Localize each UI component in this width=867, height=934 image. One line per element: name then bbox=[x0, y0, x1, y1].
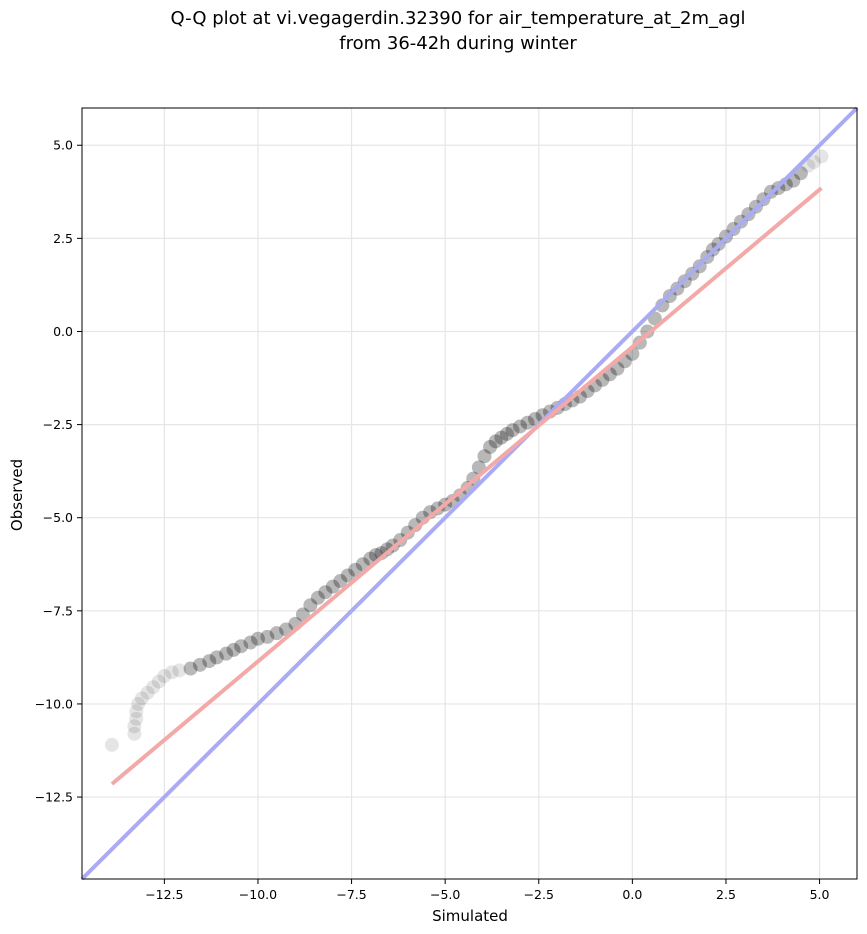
data-point bbox=[340, 568, 355, 583]
data-point bbox=[333, 574, 348, 589]
data-point bbox=[129, 711, 144, 726]
x-axis-label: Simulated bbox=[432, 907, 508, 925]
data-point bbox=[243, 635, 258, 650]
grid-lines bbox=[82, 108, 857, 879]
data-point bbox=[127, 719, 142, 734]
data-point bbox=[140, 685, 155, 700]
data-point bbox=[250, 631, 265, 646]
data-point bbox=[164, 665, 179, 680]
data-point bbox=[202, 654, 217, 669]
y-axis-ticks: −12.5 −10.0 −7.5 −5.0 −2.5 0.0 2.5 5.0 bbox=[35, 138, 82, 805]
x-tick-label: −5.0 bbox=[430, 887, 460, 902]
y-tick-label: 0.0 bbox=[53, 324, 73, 339]
x-tick-label: 5.0 bbox=[810, 887, 830, 902]
data-point bbox=[303, 598, 318, 613]
data-point bbox=[219, 646, 234, 661]
data-point bbox=[269, 626, 284, 641]
x-tick-label: −10.0 bbox=[239, 887, 277, 902]
data-point bbox=[209, 650, 224, 665]
plot-area bbox=[80, 106, 859, 881]
data-point bbox=[610, 361, 625, 376]
data-point bbox=[157, 669, 172, 684]
data-point bbox=[234, 639, 249, 654]
data-point bbox=[183, 661, 198, 676]
y-tick-label: 2.5 bbox=[53, 231, 73, 246]
y-tick-label: −7.5 bbox=[43, 603, 73, 618]
data-point bbox=[505, 423, 520, 438]
x-tick-label: 0.0 bbox=[622, 887, 642, 902]
data-point bbox=[131, 696, 146, 711]
x-tick-label: 2.5 bbox=[716, 887, 736, 902]
data-point bbox=[380, 542, 395, 557]
y-tick-label: −10.0 bbox=[35, 696, 73, 711]
y-tick-label: 5.0 bbox=[53, 138, 73, 153]
x-tick-label: −12.5 bbox=[145, 887, 183, 902]
data-point bbox=[325, 579, 340, 594]
data-point bbox=[127, 726, 142, 741]
y-axis-label: Observed bbox=[8, 459, 26, 531]
data-point bbox=[494, 430, 509, 445]
data-point bbox=[104, 737, 119, 752]
fit-line bbox=[110, 186, 823, 786]
x-tick-label: −2.5 bbox=[524, 887, 554, 902]
reference-lines bbox=[80, 106, 859, 881]
y-tick-label: −12.5 bbox=[35, 790, 73, 805]
data-point bbox=[192, 657, 207, 672]
data-point bbox=[488, 434, 503, 449]
data-point bbox=[520, 415, 535, 430]
data-point bbox=[295, 607, 310, 622]
y-tick-label: −5.0 bbox=[43, 510, 73, 525]
data-point bbox=[134, 691, 149, 706]
chart-subtitle: from 36-42h during winter bbox=[339, 33, 577, 54]
data-point bbox=[655, 298, 670, 313]
chart-title: Q-Q plot at vi.vegagerdin.32390 for air_… bbox=[171, 8, 746, 29]
data-point bbox=[348, 562, 363, 577]
data-point bbox=[499, 426, 514, 441]
y-tick-label: −2.5 bbox=[43, 417, 73, 432]
data-point bbox=[260, 629, 275, 644]
data-point bbox=[318, 585, 333, 600]
data-point bbox=[146, 680, 161, 695]
data-point bbox=[310, 590, 325, 605]
data-point bbox=[477, 449, 492, 464]
x-tick-label: −7.5 bbox=[336, 887, 366, 902]
data-point bbox=[226, 642, 241, 657]
data-point bbox=[513, 419, 528, 434]
data-point bbox=[806, 155, 821, 170]
data-point bbox=[814, 149, 829, 164]
data-point bbox=[172, 663, 187, 678]
identity-line bbox=[80, 106, 859, 881]
plot-frame bbox=[81, 107, 858, 880]
data-point bbox=[483, 439, 498, 454]
data-point bbox=[129, 704, 144, 719]
data-point bbox=[151, 674, 166, 689]
x-axis-ticks: −12.5 −10.0 −7.5 −5.0 −2.5 0.0 2.5 5.0 bbox=[145, 879, 830, 902]
